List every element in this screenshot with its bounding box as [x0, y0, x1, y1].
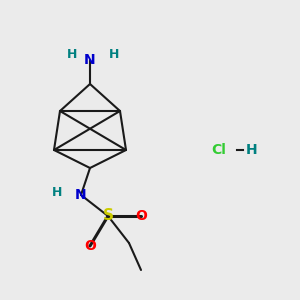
Text: N: N	[84, 53, 96, 67]
Text: S: S	[103, 208, 113, 224]
Text: H: H	[67, 47, 77, 61]
Text: H: H	[246, 143, 258, 157]
Text: H: H	[52, 185, 62, 199]
Text: Cl: Cl	[212, 143, 226, 157]
Text: O: O	[135, 209, 147, 223]
Text: N: N	[75, 188, 87, 202]
Text: O: O	[84, 239, 96, 253]
Text: H: H	[109, 47, 119, 61]
